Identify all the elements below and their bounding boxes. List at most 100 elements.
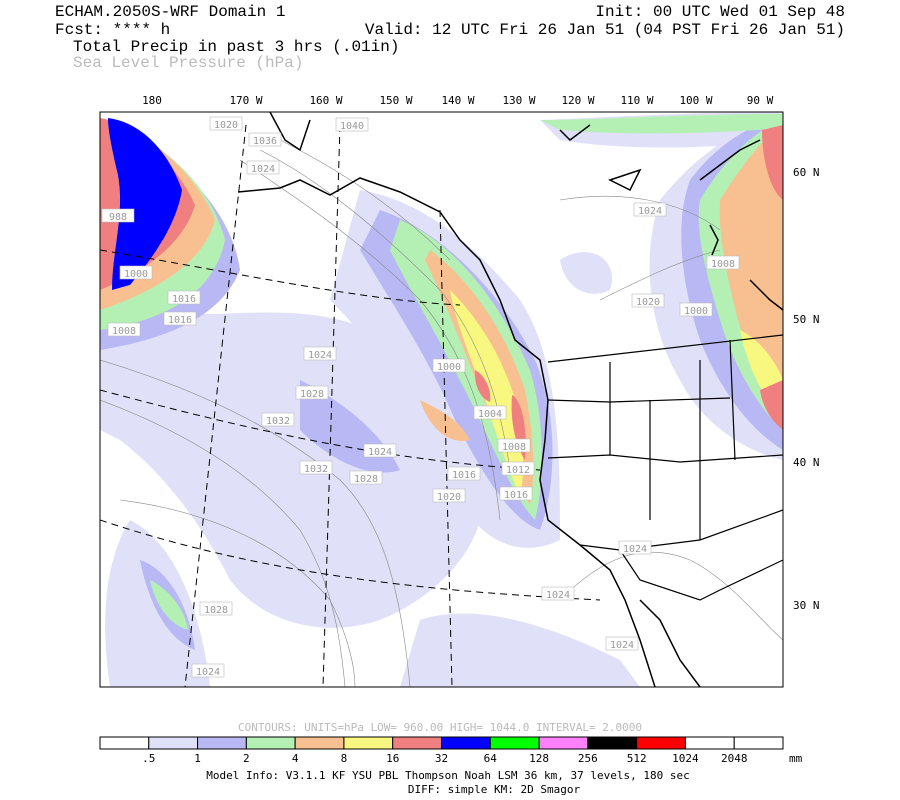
isobar-label-box bbox=[447, 466, 481, 481]
isobar-label: 1008 bbox=[711, 259, 735, 270]
isobar-label: 1016 bbox=[172, 294, 196, 305]
isobar-label-box bbox=[679, 302, 713, 317]
colorbar-label: 256 bbox=[578, 752, 598, 765]
isobar-label: 1004 bbox=[478, 409, 502, 420]
model-info: Model Info: V3.1.1 KF YSU PBL Thompson N… bbox=[206, 769, 689, 782]
field-title: Total Precip in past 3 hrs (.01in) bbox=[73, 38, 399, 56]
colorbar-label: 64 bbox=[484, 752, 498, 765]
init-time: Init: 00 UTC Wed 01 Sep 48 bbox=[595, 3, 845, 21]
isobar-label: 1008 bbox=[502, 442, 526, 453]
isobar-label: 1016 bbox=[168, 315, 192, 326]
isobar-label-box bbox=[349, 470, 383, 485]
colorbar-label: 1024 bbox=[672, 752, 699, 765]
isobar-label: 1000 bbox=[124, 269, 148, 280]
isobar-label-box bbox=[633, 202, 667, 217]
isobar-label: 1016 bbox=[504, 490, 528, 501]
forecast-hour: Fcst: **** h bbox=[55, 21, 170, 39]
colorbar: .5 1 2 4 8 16 32 64 128 256 512 1024 2048 mm bbox=[99, 736, 803, 765]
isobar-label: 1024 bbox=[623, 544, 647, 555]
isobar-label-box bbox=[163, 311, 197, 326]
isobar-label: 988 bbox=[109, 212, 127, 223]
longitude-label: 140 W bbox=[441, 94, 474, 107]
isobar bbox=[100, 139, 783, 687]
isobar-label-box bbox=[499, 486, 533, 501]
isobar-label: 1032 bbox=[304, 464, 328, 475]
isobar-label-box bbox=[191, 663, 225, 678]
colorbar-box bbox=[392, 736, 443, 750]
valid-time: Valid: 12 UTC Fri 26 Jan 51 (04 PST Fri … bbox=[365, 21, 845, 39]
isobar-label: 1012 bbox=[506, 465, 530, 476]
isobar-label: 1028 bbox=[354, 474, 378, 485]
colorbar-box bbox=[197, 736, 247, 750]
latitude-label: 50 N bbox=[793, 313, 820, 326]
isobar-label: 1000 bbox=[684, 306, 708, 317]
longitude-label: 160 W bbox=[309, 94, 342, 107]
isobar-label-box bbox=[501, 461, 535, 476]
diff-info: DIFF: simple KM: 2D Smagor bbox=[408, 783, 581, 796]
isobar-label: 1024 bbox=[251, 164, 275, 175]
isobar-label-box bbox=[107, 322, 141, 337]
isobar-label-box bbox=[246, 160, 280, 175]
isobar-label-box bbox=[209, 116, 243, 131]
isobar-label: 1024 bbox=[308, 350, 332, 361]
isobar-label: 1024 bbox=[610, 640, 634, 651]
colorbar-label: 32 bbox=[435, 752, 448, 765]
isobar-label-box bbox=[432, 488, 466, 503]
isobar-label: 1040 bbox=[340, 121, 364, 132]
isobar-label: 1024 bbox=[368, 447, 392, 458]
isobar-label: 1000 bbox=[437, 362, 461, 373]
isobar-label-box bbox=[618, 540, 652, 555]
longitude-label: 90 W bbox=[747, 94, 774, 107]
isobar-label-box bbox=[295, 385, 329, 400]
isobar-label: 1020 bbox=[636, 297, 660, 308]
colorbar-label: .5 bbox=[142, 752, 155, 765]
isobar-label-box bbox=[261, 412, 295, 427]
isobar-label-box bbox=[303, 346, 337, 361]
isobar-label-box bbox=[432, 358, 466, 373]
map: 180 170 W 160 W 150 W 140 W 130 W 120 W 110 W 10… bbox=[99, 94, 820, 688]
colorbar-unit: mm bbox=[789, 752, 803, 765]
colorbar-box bbox=[489, 736, 540, 750]
isobar-label-box bbox=[335, 117, 369, 132]
isobar-label-box bbox=[631, 293, 665, 308]
longitude-label: 100 W bbox=[679, 94, 712, 107]
colorbar-box bbox=[538, 736, 589, 750]
isobar-label-box bbox=[605, 636, 639, 651]
colorbar-box bbox=[343, 736, 394, 750]
map-frame bbox=[99, 111, 784, 688]
precip-area bbox=[108, 118, 182, 290]
isobar-label: 1024 bbox=[196, 667, 220, 678]
isobar-label: 1024 bbox=[546, 590, 570, 601]
isobar-label-box bbox=[199, 601, 233, 616]
isobar-label-box bbox=[541, 586, 575, 601]
colorbar-box bbox=[587, 736, 638, 750]
colorbar-label: 2 bbox=[243, 752, 250, 765]
longitude-label: 130 W bbox=[502, 94, 535, 107]
isobar-label-box bbox=[167, 290, 201, 305]
latitude-label: 30 N bbox=[793, 599, 820, 612]
isobar-label: 1020 bbox=[214, 120, 238, 131]
longitude-label: 180 bbox=[142, 94, 162, 107]
isobar-label: 1028 bbox=[300, 389, 324, 400]
isobar-label-box bbox=[248, 132, 282, 147]
colorbar-box bbox=[148, 736, 199, 750]
colorbar-label: 128 bbox=[529, 752, 549, 765]
isobar-label-box bbox=[497, 438, 531, 453]
longitude-label: 120 W bbox=[561, 94, 594, 107]
colorbar-label: 8 bbox=[341, 752, 348, 765]
graticule bbox=[100, 124, 601, 687]
border bbox=[547, 334, 783, 601]
contour-info: CONTOURS: UNITS=hPa LOW= 960.00 HIGH= 10… bbox=[238, 721, 642, 734]
isobar-label-box bbox=[473, 405, 507, 420]
isobar-label: 1020 bbox=[437, 492, 461, 503]
isobar-label: 1028 bbox=[204, 605, 228, 616]
colorbar-box bbox=[733, 736, 784, 750]
longitude-label: 150 W bbox=[379, 94, 412, 107]
isobar-label-box bbox=[119, 265, 153, 280]
colorbar-label: 2048 bbox=[721, 752, 748, 765]
isobar-label-box bbox=[299, 460, 333, 475]
colorbar-box bbox=[636, 736, 686, 750]
colorbar-box bbox=[294, 736, 345, 750]
isobar-label-box bbox=[706, 255, 740, 270]
